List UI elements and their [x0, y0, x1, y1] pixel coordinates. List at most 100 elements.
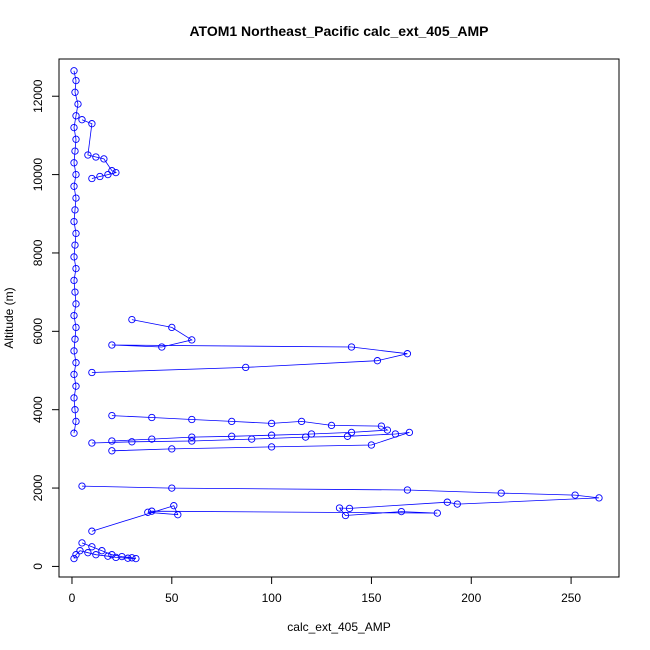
- data-point: [74, 100, 82, 108]
- data-point: [70, 182, 78, 190]
- data-point: [72, 112, 80, 120]
- data-point: [124, 554, 132, 562]
- data-point: [443, 498, 451, 506]
- data-point: [84, 151, 92, 159]
- data-point: [104, 552, 112, 560]
- data-point: [70, 123, 78, 132]
- data-point: [84, 549, 92, 557]
- data-point: [108, 341, 116, 349]
- data-point: [108, 437, 116, 445]
- data-point: [72, 323, 80, 332]
- data-point: [168, 484, 176, 492]
- data-point: [70, 159, 78, 167]
- series-line-5: [81, 485, 600, 532]
- data-point: [341, 511, 350, 520]
- data-point: [71, 335, 79, 343]
- data-point: [72, 170, 80, 179]
- data-point: [76, 547, 84, 555]
- data-point: [228, 417, 236, 426]
- data-point: [148, 507, 156, 515]
- y-tick-label: 12000: [31, 79, 45, 113]
- data-point: [335, 504, 344, 512]
- data-point: [188, 433, 196, 441]
- data-point: [72, 551, 80, 559]
- data-point: [71, 406, 79, 414]
- data-point: [72, 264, 80, 273]
- data-point: [72, 417, 80, 426]
- x-tick-label: 250: [561, 591, 581, 605]
- data-point: [71, 241, 79, 249]
- data-point: [301, 433, 310, 441]
- data-point: [70, 347, 78, 355]
- data-point: [104, 170, 112, 179]
- data-point: [70, 554, 78, 563]
- data-point: [72, 229, 80, 238]
- data-point: [188, 437, 196, 445]
- data-point: [98, 547, 106, 555]
- data-point: [188, 415, 196, 424]
- data-point: [391, 430, 400, 438]
- y-axis-label: Altitude (m): [2, 287, 16, 348]
- series-line-0: [73, 70, 79, 434]
- x-tick-label: 150: [361, 591, 381, 605]
- data-point: [72, 76, 80, 85]
- data-point: [72, 359, 80, 367]
- data-point: [347, 428, 356, 437]
- data-point: [453, 500, 461, 508]
- data-point: [148, 435, 156, 443]
- data-point: [168, 445, 176, 453]
- data-point: [88, 543, 96, 551]
- y-tick-label: 4000: [31, 396, 45, 423]
- y-tick-label: 10000: [31, 158, 45, 192]
- data-point: [71, 206, 79, 214]
- y-tick-label: 2000: [31, 474, 45, 501]
- data-point: [297, 417, 306, 426]
- data-point: [403, 486, 412, 494]
- data-point: [70, 394, 78, 402]
- data-point: [347, 343, 356, 351]
- data-point: [397, 507, 406, 516]
- series-line-4: [91, 432, 410, 452]
- data-point: [78, 539, 86, 547]
- data-point: [571, 491, 579, 499]
- data-point: [72, 135, 80, 143]
- data-point: [174, 511, 182, 519]
- data-point: [168, 323, 176, 332]
- data-point: [108, 411, 116, 420]
- data-point: [88, 174, 96, 183]
- data-point: [112, 168, 120, 177]
- y-tick-label: 0: [31, 563, 45, 570]
- data-point: [345, 504, 354, 513]
- data-point: [72, 382, 80, 390]
- data-point: [108, 167, 116, 175]
- data-point: [71, 88, 79, 96]
- data-point: [70, 253, 78, 261]
- y-tick-label: 6000: [31, 318, 45, 345]
- data-point: [403, 350, 412, 358]
- x-tick-label: 50: [165, 591, 179, 605]
- data-point: [100, 155, 108, 163]
- data-point: [158, 343, 166, 351]
- series-line-2: [91, 319, 408, 373]
- y-axis: 0 2000 4000 6000 8000 10000 12000: [31, 79, 60, 570]
- series-line-1: [81, 119, 118, 179]
- data-point: [88, 120, 96, 128]
- data-point: [148, 413, 156, 422]
- x-axis-label: calc_ext_405_AMP: [287, 620, 390, 634]
- data-point: [327, 421, 336, 430]
- x-tick-label: 200: [461, 591, 481, 605]
- data-point: [108, 447, 116, 455]
- data-point: [88, 439, 96, 447]
- data-point: [188, 336, 196, 344]
- data-point: [70, 217, 78, 226]
- data-point: [267, 443, 276, 451]
- x-tick-label: 100: [262, 591, 282, 605]
- data-point: [88, 527, 96, 535]
- data-point: [373, 357, 382, 365]
- data-point: [595, 494, 603, 502]
- data-point: [367, 441, 376, 449]
- data-point: [144, 508, 152, 516]
- data-point: [92, 153, 100, 161]
- x-axis: 0 50 100 150 200 250: [69, 576, 581, 605]
- data-point: [128, 315, 136, 324]
